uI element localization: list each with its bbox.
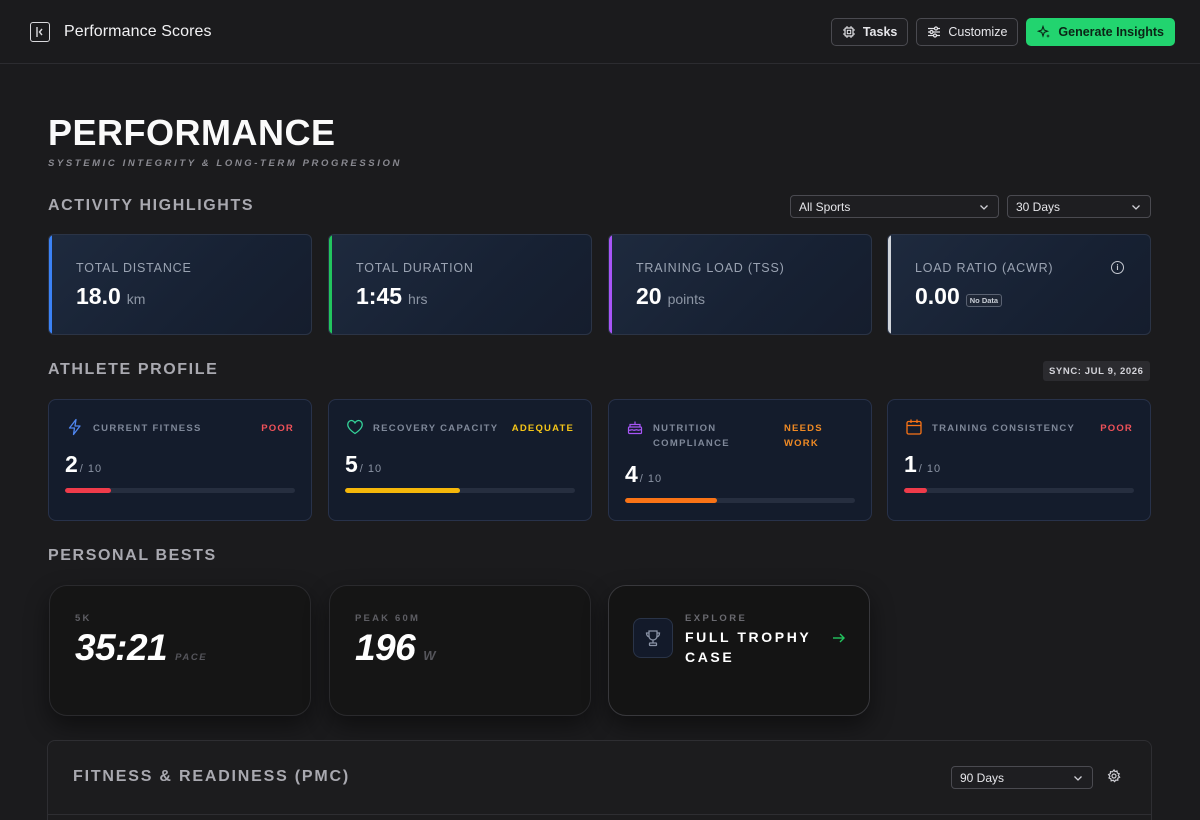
card-label: TRAINING LOAD (TSS) [636,261,785,275]
page-subtitle: SYSTEMIC INTEGRITY & LONG-TERM PROGRESSI… [48,158,402,169]
pmc-range-value: 90 Days [960,770,1005,785]
status-badge: NEEDS WORK [784,423,823,449]
trophy-title: FULL TROPHY CASE [685,629,812,665]
trophy-explore-label: EXPLORE [685,613,748,624]
progress-track [904,488,1134,493]
profile-score: 4/ 10 [625,461,663,487]
sliders-icon [928,25,941,38]
profile-label: CURRENT FITNESS [93,423,202,434]
total-duration-card: TOTAL DURATION 1:45 hrs [328,234,592,335]
no-data-badge: No Data [965,294,1003,308]
chevron-down-icon [980,204,988,210]
profile-label: NUTRITION COMPLIANCE [653,423,730,449]
trophy-case-card[interactable]: EXPLORE FULL TROPHY CASE [608,585,870,716]
card-value: 20 points [636,283,705,309]
app-title: Performance Scores [64,22,212,40]
sparkles-icon [1037,24,1051,38]
cake-icon [627,421,643,435]
progress-fill [625,498,717,503]
card-label: TOTAL DISTANCE [76,261,192,275]
card-accent [329,235,332,334]
profile-score: 5/ 10 [345,451,383,477]
progress-track [625,498,855,503]
sport-filter-select[interactable]: All Sports [790,195,999,218]
card-accent [609,235,612,334]
profile-score: 2/ 10 [65,451,103,477]
range-filter-select[interactable]: 30 Days [1007,195,1151,218]
activity-highlights-heading: ACTIVITY HIGHLIGHTS [48,197,255,214]
best-label: PEAK 60M [355,613,421,624]
sidebar-toggle-icon[interactable] [30,21,50,42]
total-distance-card: TOTAL DISTANCE 18.0 km [48,234,312,335]
customize-button[interactable]: Customize [916,17,1019,46]
best-label: 5K [75,613,92,624]
training-load-card: TRAINING LOAD (TSS) 20 points [608,234,872,335]
profile-score: 1/ 10 [904,451,942,477]
profile-label: TRAINING CONSISTENCY [932,423,1076,434]
profile-label: RECOVERY CAPACITY [373,423,499,434]
chevron-down-icon [1074,775,1082,781]
best-value: 35:21 PACE [75,627,208,668]
nutrition-compliance-card: NUTRITION COMPLIANCE NEEDS WORK 4/ 10 [608,399,872,521]
gear-icon[interactable] [1107,769,1121,783]
progress-fill [904,488,927,493]
sport-filter-value: All Sports [799,199,851,214]
card-label: LOAD RATIO (ACWR) [915,261,1054,275]
progress-fill [65,488,111,493]
tasks-button[interactable]: Tasks [830,17,909,46]
card-label: TOTAL DURATION [356,261,474,275]
athlete-profile-heading: ATHLETE PROFILE [48,361,219,378]
card-accent [888,235,891,334]
lightning-icon [68,418,81,436]
top-bar: Performance Scores Tasks Customize Gener… [0,0,1200,64]
tasks-label: Tasks [862,24,898,39]
pmc-title: FITNESS & READINESS (PMC) [73,768,351,785]
chevron-down-icon [1132,204,1140,210]
card-value: 0.00 No Data [915,283,1003,310]
best-value: 196 W [355,627,436,668]
best-5k-card[interactable]: 5K 35:21 PACE [49,585,311,716]
heart-icon [347,419,363,435]
progress-fill [345,488,460,493]
info-icon[interactable]: i [1111,261,1124,274]
page-title: PERFORMANCE [48,112,336,153]
personal-bests-heading: PERSONAL BESTS [48,547,217,564]
status-badge: ADEQUATE [511,423,574,434]
load-ratio-card: LOAD RATIO (ACWR) i 0.00 No Data [887,234,1151,335]
generate-insights-label: Generate Insights [1058,24,1164,39]
recovery-capacity-card: RECOVERY CAPACITY ADEQUATE 5/ 10 [328,399,592,521]
pmc-divider [48,814,1151,815]
range-filter-value: 30 Days [1016,199,1061,214]
chip-icon [842,25,855,38]
sync-badge: SYNC: JUL 9, 2026 [1043,361,1150,381]
pmc-panel: FITNESS & READINESS (PMC) 90 Days [47,740,1152,820]
calendar-icon [906,419,922,435]
customize-label: Customize [948,24,1008,39]
progress-track [65,488,295,493]
best-peak-60m-card[interactable]: PEAK 60M 196 W [329,585,591,716]
progress-track [345,488,575,493]
training-consistency-card: TRAINING CONSISTENCY POOR 1/ 10 [887,399,1151,521]
arrow-right-icon [833,633,845,643]
card-value: 1:45 hrs [356,283,428,309]
status-badge: POOR [261,423,294,434]
trophy-icon [633,618,673,658]
status-badge: POOR [1100,423,1133,434]
card-accent [49,235,52,334]
pmc-range-select[interactable]: 90 Days [951,766,1093,789]
card-value: 18.0 km [76,283,146,309]
generate-insights-button[interactable]: Generate Insights [1026,17,1175,46]
current-fitness-card: CURRENT FITNESS POOR 2/ 10 [48,399,312,521]
